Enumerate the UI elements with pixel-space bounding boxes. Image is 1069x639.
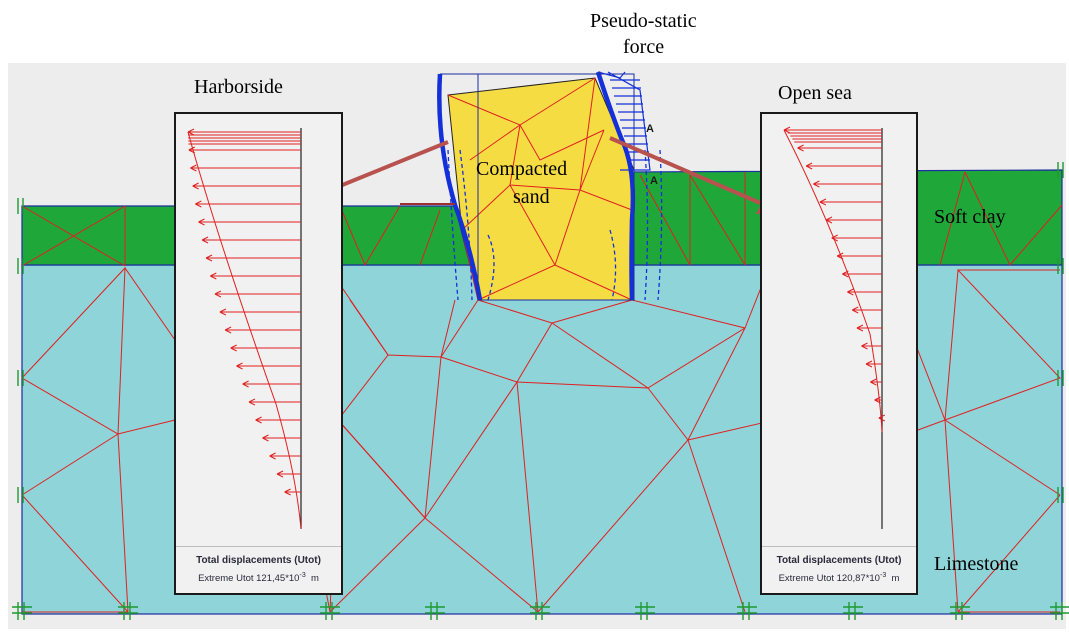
displacement-arrow <box>198 218 301 226</box>
displacement-arrow <box>813 180 882 188</box>
displacement-arrow <box>190 164 301 172</box>
displacement-arrow <box>825 216 882 224</box>
open-sea-displacement-panel: Total displacements (Utot) Extreme Utot … <box>760 112 918 595</box>
displacement-arrow <box>831 234 882 242</box>
displacement-arrow <box>224 326 301 334</box>
open-sea-panel-footer: Total displacements (Utot) Extreme Utot … <box>762 546 916 593</box>
displacement-arrow <box>284 488 301 496</box>
displacement-arrow <box>842 270 882 278</box>
open-sea-panel-title: Total displacements (Utot) <box>776 555 902 566</box>
displacement-arrow <box>262 434 301 442</box>
displacement-arrow <box>192 182 301 190</box>
displacement-arrow <box>856 324 882 332</box>
harborside-panel-footer: Total displacements (Utot) Extreme Utot … <box>176 546 341 593</box>
compacted-label-line2: sand <box>513 186 550 208</box>
displacement-arrow <box>865 360 882 368</box>
open-sea-label: Open sea <box>778 82 852 104</box>
displacement-arrow <box>195 200 301 208</box>
wall-undeformed-outline <box>400 73 635 301</box>
pseudo-static-label-line1: Pseudo-static <box>590 10 697 32</box>
displacement-arrow <box>276 470 301 478</box>
open-sea-extreme-value: Extreme Utot 120,87*10-3 m <box>762 572 916 584</box>
finite-element-mesh <box>21 77 1063 613</box>
anchor-label-bottom: A <box>650 175 658 187</box>
displacement-arrow <box>874 396 882 404</box>
arrow-to-harborside <box>329 140 449 192</box>
displacement-arrow <box>269 452 301 460</box>
displacement-arrow <box>236 362 301 370</box>
open-sea-value-unit: m <box>891 573 900 585</box>
displacement-arrow <box>797 144 882 152</box>
boundary-fixity-marks <box>12 162 1069 620</box>
anchor-label-top: A <box>646 123 654 135</box>
harborside-displacement-panel: Total displacements (Utot) Extreme Utot … <box>174 112 343 595</box>
open-sea-displacement-diagram <box>783 126 886 529</box>
displacement-arrow <box>210 272 301 280</box>
displacement-arrow <box>219 308 301 316</box>
displacement-arrow <box>878 414 886 422</box>
harborside-label: Harborside <box>194 76 283 98</box>
harborside-value-unit: m <box>311 573 319 585</box>
displacement-arrow <box>255 416 301 424</box>
displacement-arrow <box>861 342 882 350</box>
displacement-arrow <box>214 290 301 298</box>
open-sea-value-prefix: Extreme Utot 120,87*10 <box>778 573 880 585</box>
soft-clay-label: Soft clay <box>934 206 1006 228</box>
displacement-arrow <box>230 344 301 352</box>
displacement-arrow <box>847 288 882 296</box>
displacement-arrow <box>805 162 882 170</box>
arrow-to-open-sea <box>609 136 766 207</box>
open-sea-value-exponent: -3 <box>879 572 887 579</box>
displacement-arrow <box>248 398 301 406</box>
displacement-arrow <box>870 378 882 386</box>
harborside-displacement-diagram <box>187 128 302 530</box>
harborside-extreme-value: Extreme Utot 121,45*10-3 m <box>176 572 341 584</box>
displacement-arrow <box>188 146 301 154</box>
displacement-arrow <box>201 236 301 244</box>
harborside-value-exponent: -3 <box>299 572 306 579</box>
displacement-arrow <box>205 254 301 262</box>
displacement-arrow <box>836 252 882 260</box>
displacement-arrow <box>242 380 301 388</box>
harborside-value-prefix: Extreme Utot 121,45*10 <box>198 573 300 585</box>
compacted-label-line1: Compacted <box>476 158 568 180</box>
displacement-arrow <box>819 198 882 206</box>
pseudo-static-label-line2: force <box>623 36 665 58</box>
harborside-panel-title: Total displacements (Utot) <box>196 555 321 566</box>
limestone-label: Limestone <box>934 553 1019 575</box>
displacement-arrow <box>851 306 882 314</box>
